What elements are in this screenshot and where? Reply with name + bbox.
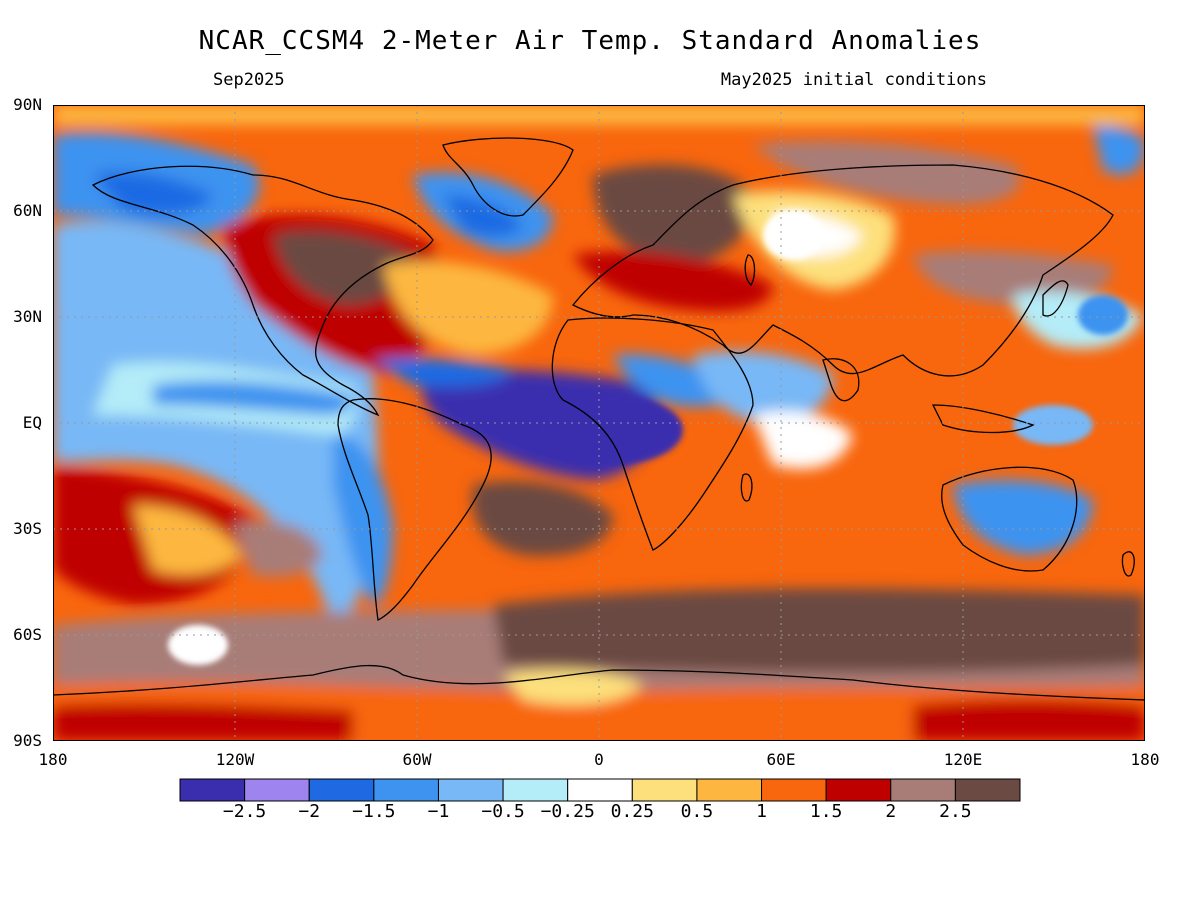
- colorbar-swatch: [631, 778, 698, 802]
- coastlines: [53, 137, 1145, 701]
- colorbar-swatch: [373, 778, 439, 802]
- colorbar-tick-label: −0.5: [481, 801, 525, 822]
- colorbar-swatch: [437, 778, 504, 802]
- latitude-label: 90N: [13, 95, 42, 114]
- colorbar-tick-label: 2: [885, 801, 897, 822]
- colorbar-swatch: [244, 778, 310, 802]
- colorbar-swatch: [308, 778, 375, 802]
- chart-title: NCAR_CCSM4 2-Meter Air Temp. Standard An…: [198, 26, 982, 56]
- map-frame: [53, 105, 1145, 741]
- colorbar-swatch: [825, 778, 892, 802]
- latitude-label: 90S: [13, 731, 42, 750]
- colorbar-swatch: [761, 778, 827, 802]
- colorbar-tick-label: 2.5: [939, 801, 972, 822]
- longitude-label: 60E: [766, 750, 796, 769]
- colorbar-tick-label: −2.5: [222, 801, 267, 822]
- latitude-label: EQ: [22, 413, 42, 432]
- colorbar-swatch: [502, 778, 569, 802]
- colorbar-tick-label: 0.5: [680, 801, 714, 822]
- anomaly-map: [53, 105, 1145, 741]
- latitude-label: 60N: [13, 201, 42, 220]
- longitude-label: 120W: [215, 750, 255, 769]
- longitude-label: 120E: [943, 750, 983, 769]
- longitude-label: 60W: [402, 750, 432, 769]
- colorbar: [179, 778, 1021, 802]
- colorbar-tick-label: 1.5: [809, 801, 843, 822]
- colorbar-tick-label: −1: [427, 801, 450, 822]
- colorbar-swatch: [567, 778, 633, 802]
- colorbar-tick-label: 0.25: [610, 801, 654, 822]
- colorbar-swatch: [890, 778, 956, 802]
- latitude-label: 30S: [13, 519, 42, 538]
- graticule: [53, 105, 1145, 741]
- colorbar-tick-label: −0.25: [540, 801, 595, 822]
- longitude-label: 180: [1130, 750, 1160, 769]
- init-conditions-label: May2025 initial conditions: [720, 70, 987, 90]
- longitude-label: 0: [594, 750, 604, 769]
- colorbar-tick-label: −2: [298, 801, 321, 822]
- anomaly-field: [53, 105, 1145, 741]
- latitude-label: 30N: [13, 307, 42, 326]
- latitude-label: 60S: [13, 625, 42, 644]
- valid-month-label: Sep2025: [213, 70, 285, 90]
- colorbar-swatch: [696, 778, 763, 802]
- longitude-label: 180: [38, 750, 68, 769]
- colorbar-swatch: [954, 778, 1021, 802]
- colorbar-swatch: [179, 778, 246, 802]
- colorbar-tick-label: 1: [756, 801, 767, 822]
- colorbar-tick-label: −1.5: [352, 801, 396, 822]
